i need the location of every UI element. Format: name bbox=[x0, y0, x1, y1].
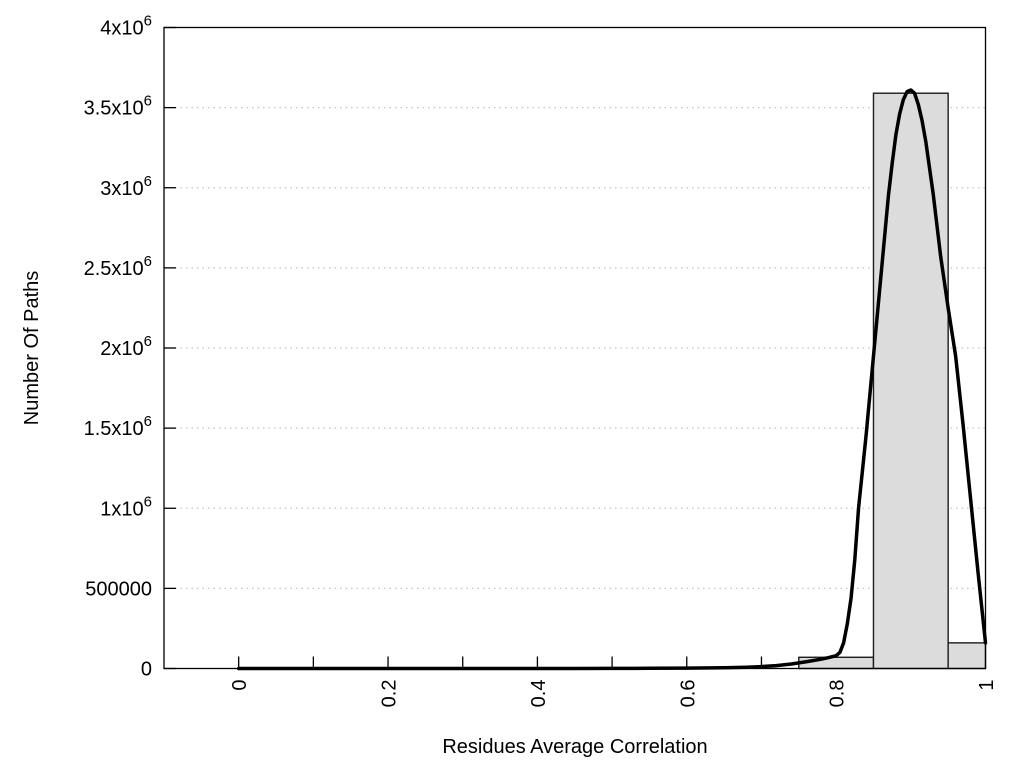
plot-border bbox=[163, 26, 987, 670]
x-tick-label: 0.4 bbox=[528, 680, 550, 708]
y-tick-label: 2x106 bbox=[100, 333, 152, 360]
histogram-bar bbox=[872, 92, 949, 670]
x-tick-label: 0 bbox=[229, 680, 251, 691]
y-axis-title: Number Of Paths bbox=[21, 271, 43, 426]
y-tick-label: 3x106 bbox=[100, 173, 152, 200]
y-tick-label: 1.5x106 bbox=[84, 413, 152, 440]
y-tick-label: 3.5x106 bbox=[84, 93, 152, 120]
x-axis-title: Residues Average Correlation bbox=[442, 736, 707, 758]
y-tick-label: 0 bbox=[141, 659, 152, 681]
y-tick-label: 500000 bbox=[85, 578, 152, 600]
x-tick-label: 0.2 bbox=[379, 680, 401, 708]
y-tick-label: 1x106 bbox=[100, 493, 152, 520]
x-tick-label: 0.6 bbox=[677, 680, 699, 708]
x-tick-label: 0.8 bbox=[827, 680, 849, 708]
histogram-bar bbox=[947, 642, 987, 670]
x-tick-label: 1 bbox=[976, 680, 998, 691]
y-tick-label: 2.5x106 bbox=[84, 253, 152, 280]
y-tick-label: 4x106 bbox=[100, 13, 152, 40]
